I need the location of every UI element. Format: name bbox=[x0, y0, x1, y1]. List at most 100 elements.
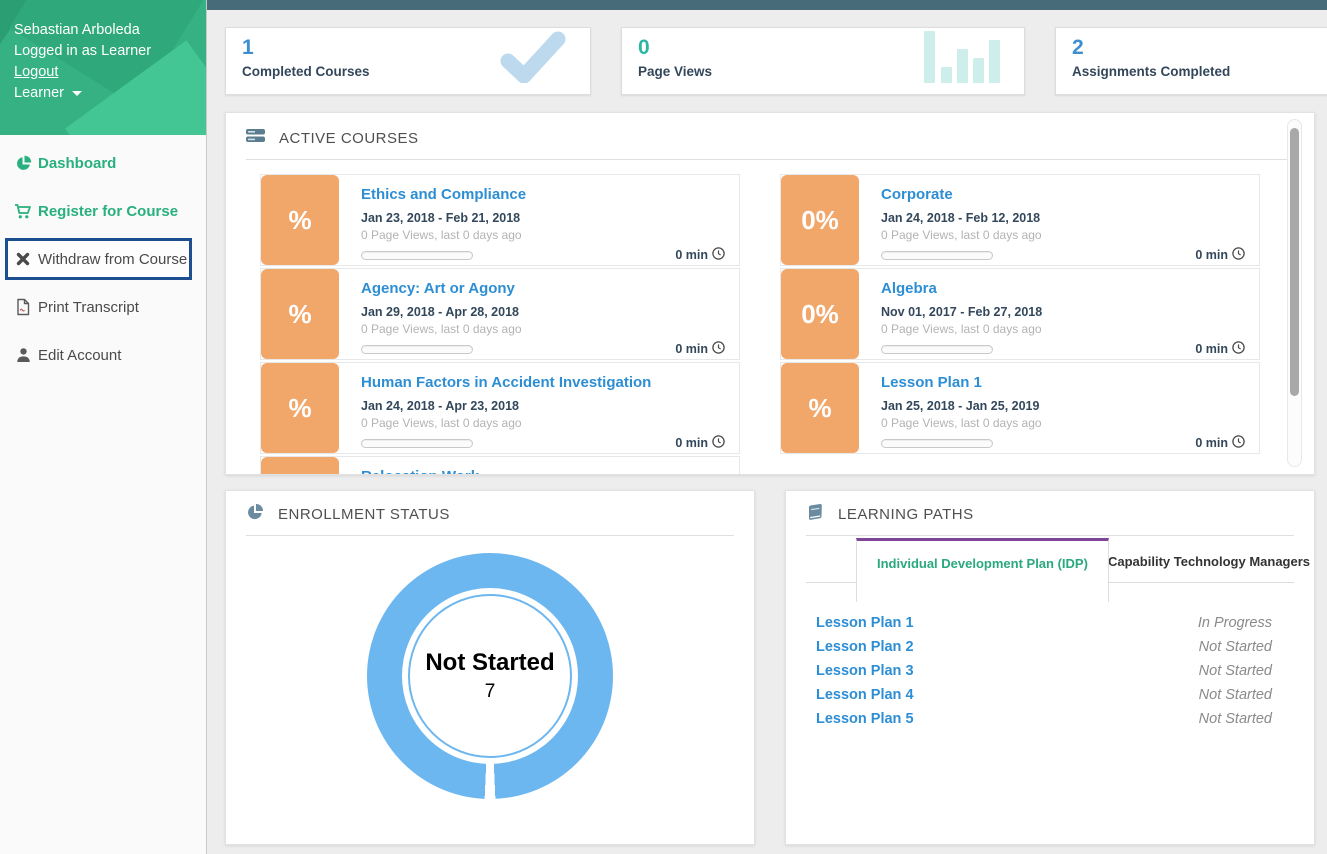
learning-paths-tabs: Individual Development Plan (IDP) Capabi… bbox=[806, 538, 1310, 602]
course-grid: % Ethics and Compliance Jan 23, 2018 - F… bbox=[260, 174, 1294, 474]
course-time: 0 min bbox=[675, 435, 725, 451]
panel-title: ACTIVE COURSES bbox=[279, 129, 419, 147]
donut-center-label: Not Started bbox=[425, 649, 555, 676]
user-role-line: Logged in as Learner bbox=[14, 43, 152, 59]
enrollment-donut-chart: Not Started 7 bbox=[367, 553, 613, 799]
course-card: % Relocation Work bbox=[260, 456, 740, 474]
list-item: Lesson Plan 1 In Progress bbox=[816, 611, 1272, 635]
sidebar-item-register-for-course[interactable]: Register for Course bbox=[0, 187, 206, 235]
clock-icon bbox=[1232, 435, 1245, 451]
pie-chart-icon bbox=[14, 154, 32, 172]
course-card: % Lesson Plan 1 Jan 25, 2018 - Jan 25, 2… bbox=[780, 362, 1260, 454]
lesson-plan-link[interactable]: Lesson Plan 5 bbox=[816, 711, 914, 727]
course-views: 0 Page Views, last 0 days ago bbox=[361, 322, 522, 336]
clock-icon bbox=[712, 435, 725, 451]
course-title-link[interactable]: Corporate bbox=[881, 186, 953, 203]
role-selector-dropdown[interactable]: Learner bbox=[14, 83, 82, 104]
lesson-plan-status: Not Started bbox=[1198, 711, 1272, 727]
main-content: 1 Completed Courses 0 Page Views 2 Assig bbox=[207, 10, 1327, 854]
bar-chart-icon bbox=[922, 27, 1002, 88]
course-title-link[interactable]: Algebra bbox=[881, 280, 937, 297]
sidebar-item-dashboard[interactable]: Dashboard bbox=[0, 139, 206, 187]
course-title-link[interactable]: Relocation Work bbox=[361, 468, 479, 474]
course-progress-bar bbox=[361, 250, 473, 260]
course-card: % Agency: Art or Agony Jan 29, 2018 - Ap… bbox=[260, 268, 740, 360]
person-icon bbox=[14, 346, 32, 364]
course-views: 0 Page Views, last 0 days ago bbox=[881, 416, 1042, 430]
logout-link[interactable]: Logout bbox=[14, 64, 59, 80]
course-title-link[interactable]: Lesson Plan 1 bbox=[881, 374, 982, 391]
sidebar-user-header: Sebastian Arboleda Logged in as Learner … bbox=[0, 0, 206, 135]
lesson-plan-link[interactable]: Lesson Plan 4 bbox=[816, 687, 914, 703]
panel-title: ENROLLMENT STATUS bbox=[278, 505, 450, 523]
pdf-file-icon bbox=[14, 298, 32, 316]
stat-value: 2 bbox=[1072, 36, 1084, 59]
course-title-link[interactable]: Ethics and Compliance bbox=[361, 186, 527, 203]
sidebar-item-label: Register for Course bbox=[38, 202, 179, 220]
chevron-down-icon bbox=[71, 91, 82, 96]
list-icon bbox=[246, 128, 265, 148]
active-courses-panel: ACTIVE COURSES % Ethics and Compliance J… bbox=[225, 112, 1315, 475]
course-progress-badge: % bbox=[781, 363, 859, 453]
sidebar-item-print-transcript[interactable]: Print Transcript bbox=[0, 283, 206, 331]
stat-value: 0 bbox=[638, 36, 650, 59]
course-card: 0% Corporate Jan 24, 2018 - Feb 12, 2018… bbox=[780, 174, 1260, 266]
course-title-link[interactable]: Human Factors in Accident Investigation bbox=[361, 374, 652, 391]
list-item: Lesson Plan 5 Not Started bbox=[816, 707, 1272, 731]
user-name: Sebastian Arboleda bbox=[14, 22, 140, 38]
lesson-plan-status: Not Started bbox=[1198, 639, 1272, 655]
book-icon bbox=[806, 503, 824, 526]
course-title-link[interactable]: Agency: Art or Agony bbox=[361, 280, 515, 297]
clock-icon bbox=[1232, 247, 1245, 263]
donut-center-value: 7 bbox=[484, 681, 496, 702]
scrollbar-track[interactable] bbox=[1287, 119, 1302, 467]
lesson-plan-status: Not Started bbox=[1198, 687, 1272, 703]
stat-value: 1 bbox=[242, 36, 254, 59]
learning-paths-panel: LEARNING PATHS Individual Development Pl… bbox=[785, 490, 1315, 845]
course-views: 0 Page Views, last 0 days ago bbox=[881, 228, 1042, 242]
course-progress-bar bbox=[881, 438, 993, 448]
x-icon bbox=[14, 250, 32, 268]
role-selector-label: Learner bbox=[14, 85, 64, 101]
course-progress-badge: 0% bbox=[781, 175, 859, 265]
lesson-plan-link[interactable]: Lesson Plan 2 bbox=[816, 639, 914, 655]
lesson-plan-link[interactable]: Lesson Plan 1 bbox=[816, 615, 914, 631]
list-item: Lesson Plan 3 Not Started bbox=[816, 659, 1272, 683]
course-time: 0 min bbox=[1195, 341, 1245, 357]
stat-label: Completed Courses bbox=[242, 64, 370, 79]
course-time: 0 min bbox=[675, 341, 725, 357]
stat-card-completed-courses: 1 Completed Courses bbox=[225, 27, 591, 95]
sidebar: Sebastian Arboleda Logged in as Learner … bbox=[0, 0, 207, 854]
course-card: % Human Factors in Accident Investigatio… bbox=[260, 362, 740, 454]
stat-card-page-views: 0 Page Views bbox=[621, 27, 1025, 95]
course-progress-badge: % bbox=[261, 457, 339, 474]
sidebar-item-label: Dashboard bbox=[38, 154, 117, 172]
lesson-plan-link[interactable]: Lesson Plan 3 bbox=[816, 663, 914, 679]
pie-chart-icon bbox=[246, 503, 264, 526]
course-progress-bar bbox=[881, 344, 993, 354]
course-card: 0% Algebra Nov 01, 2017 - Feb 27, 2018 0… bbox=[780, 268, 1260, 360]
sidebar-item-label: Print Transcript bbox=[38, 298, 139, 316]
stats-row: 1 Completed Courses 0 Page Views 2 Assig bbox=[225, 27, 1327, 95]
top-navigation-bar bbox=[207, 0, 1327, 10]
course-progress-badge: % bbox=[261, 269, 339, 359]
list-item: Lesson Plan 2 Not Started bbox=[816, 635, 1272, 659]
course-dates: Jan 24, 2018 - Apr 23, 2018 bbox=[361, 399, 519, 413]
course-progress-badge: 0% bbox=[781, 269, 859, 359]
tab-capability-technology-managers[interactable]: Capability Technology Managers bbox=[1108, 554, 1311, 569]
lesson-plan-status: In Progress bbox=[1197, 615, 1272, 631]
clock-icon bbox=[1232, 341, 1245, 357]
course-progress-bar bbox=[881, 250, 993, 260]
sidebar-item-withdraw-from-course[interactable]: Withdraw from Course bbox=[5, 238, 192, 280]
sidebar-menu: Dashboard Register for Course Withdraw f… bbox=[0, 135, 206, 379]
tab-individual-development-plan[interactable]: Individual Development Plan (IDP) bbox=[856, 538, 1109, 602]
course-views: 0 Page Views, last 0 days ago bbox=[361, 416, 522, 430]
course-views: 0 Page Views, last 0 days ago bbox=[881, 322, 1042, 336]
cart-icon bbox=[14, 202, 32, 220]
clock-icon bbox=[712, 341, 725, 357]
list-item: Lesson Plan 4 Not Started bbox=[816, 683, 1272, 707]
sidebar-item-edit-account[interactable]: Edit Account bbox=[0, 331, 206, 379]
course-progress-badge: % bbox=[261, 175, 339, 265]
scrollbar-thumb[interactable] bbox=[1290, 128, 1299, 396]
course-views: 0 Page Views, last 0 days ago bbox=[361, 228, 522, 242]
